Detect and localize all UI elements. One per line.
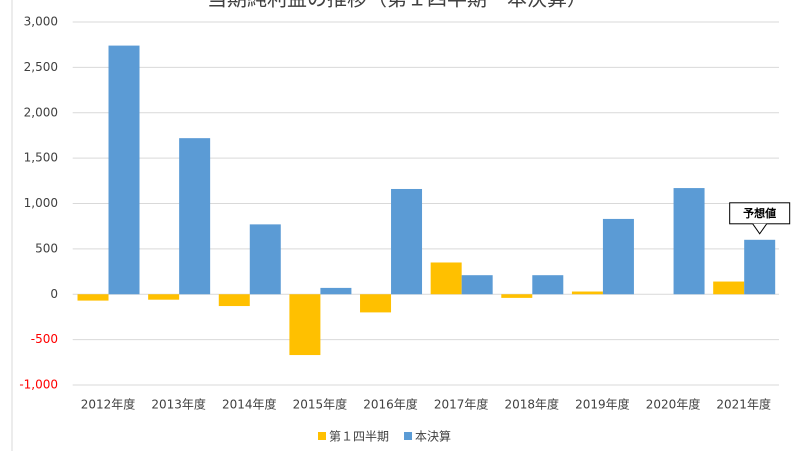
chart-title: 当期純利益の推移（第１四半期・本決算） — [207, 0, 587, 11]
bar — [744, 239, 776, 295]
bar — [148, 294, 180, 300]
x-tick-label: 2017年度 — [434, 397, 489, 412]
annotation-arrow — [752, 223, 768, 235]
bar — [391, 188, 423, 295]
bar — [360, 294, 392, 313]
bar — [218, 294, 250, 307]
x-tick-label: 2019年度 — [575, 397, 630, 412]
y-tick-label: 2,000 — [24, 105, 58, 119]
x-tick-label: 2021年度 — [716, 397, 771, 412]
bar — [713, 281, 745, 295]
bar — [289, 294, 321, 356]
y-tick-label: 500 — [35, 241, 58, 255]
bar — [430, 262, 462, 295]
bar — [249, 224, 281, 295]
x-tick-label: 2018年度 — [505, 397, 560, 412]
x-tick-label: 2012年度 — [81, 397, 136, 412]
bar — [571, 291, 603, 295]
bar — [108, 45, 140, 295]
bar — [501, 294, 533, 298]
x-tick-label: 2016年度 — [363, 397, 418, 412]
annotation: 予想値 — [743, 206, 776, 220]
x-tick-label: 2020年度 — [646, 397, 701, 412]
y-tick-label: -500 — [31, 332, 58, 346]
y-tick-label: 0 — [50, 287, 58, 301]
x-tick-label: 2013年度 — [151, 397, 206, 412]
y-tick-label: 1,500 — [24, 151, 58, 165]
bar — [602, 218, 634, 295]
bar — [77, 294, 109, 301]
legend-label: 第１四半期 — [329, 430, 389, 444]
bar — [179, 138, 211, 295]
legend-label: 本決算 — [415, 429, 451, 444]
y-tick-label: 1,000 — [24, 196, 58, 210]
y-tick-label: 3,000 — [24, 15, 58, 29]
bar — [673, 188, 705, 295]
y-tick-label: -1,000 — [19, 378, 58, 392]
legend-swatch — [404, 432, 413, 440]
x-tick-label: 2015年度 — [293, 397, 348, 412]
bar — [461, 275, 493, 295]
y-tick-label: 2,500 — [24, 60, 58, 74]
legend-swatch — [318, 432, 326, 440]
bar — [532, 275, 564, 295]
bar — [320, 287, 352, 295]
x-tick-label: 2014年度 — [222, 397, 277, 412]
